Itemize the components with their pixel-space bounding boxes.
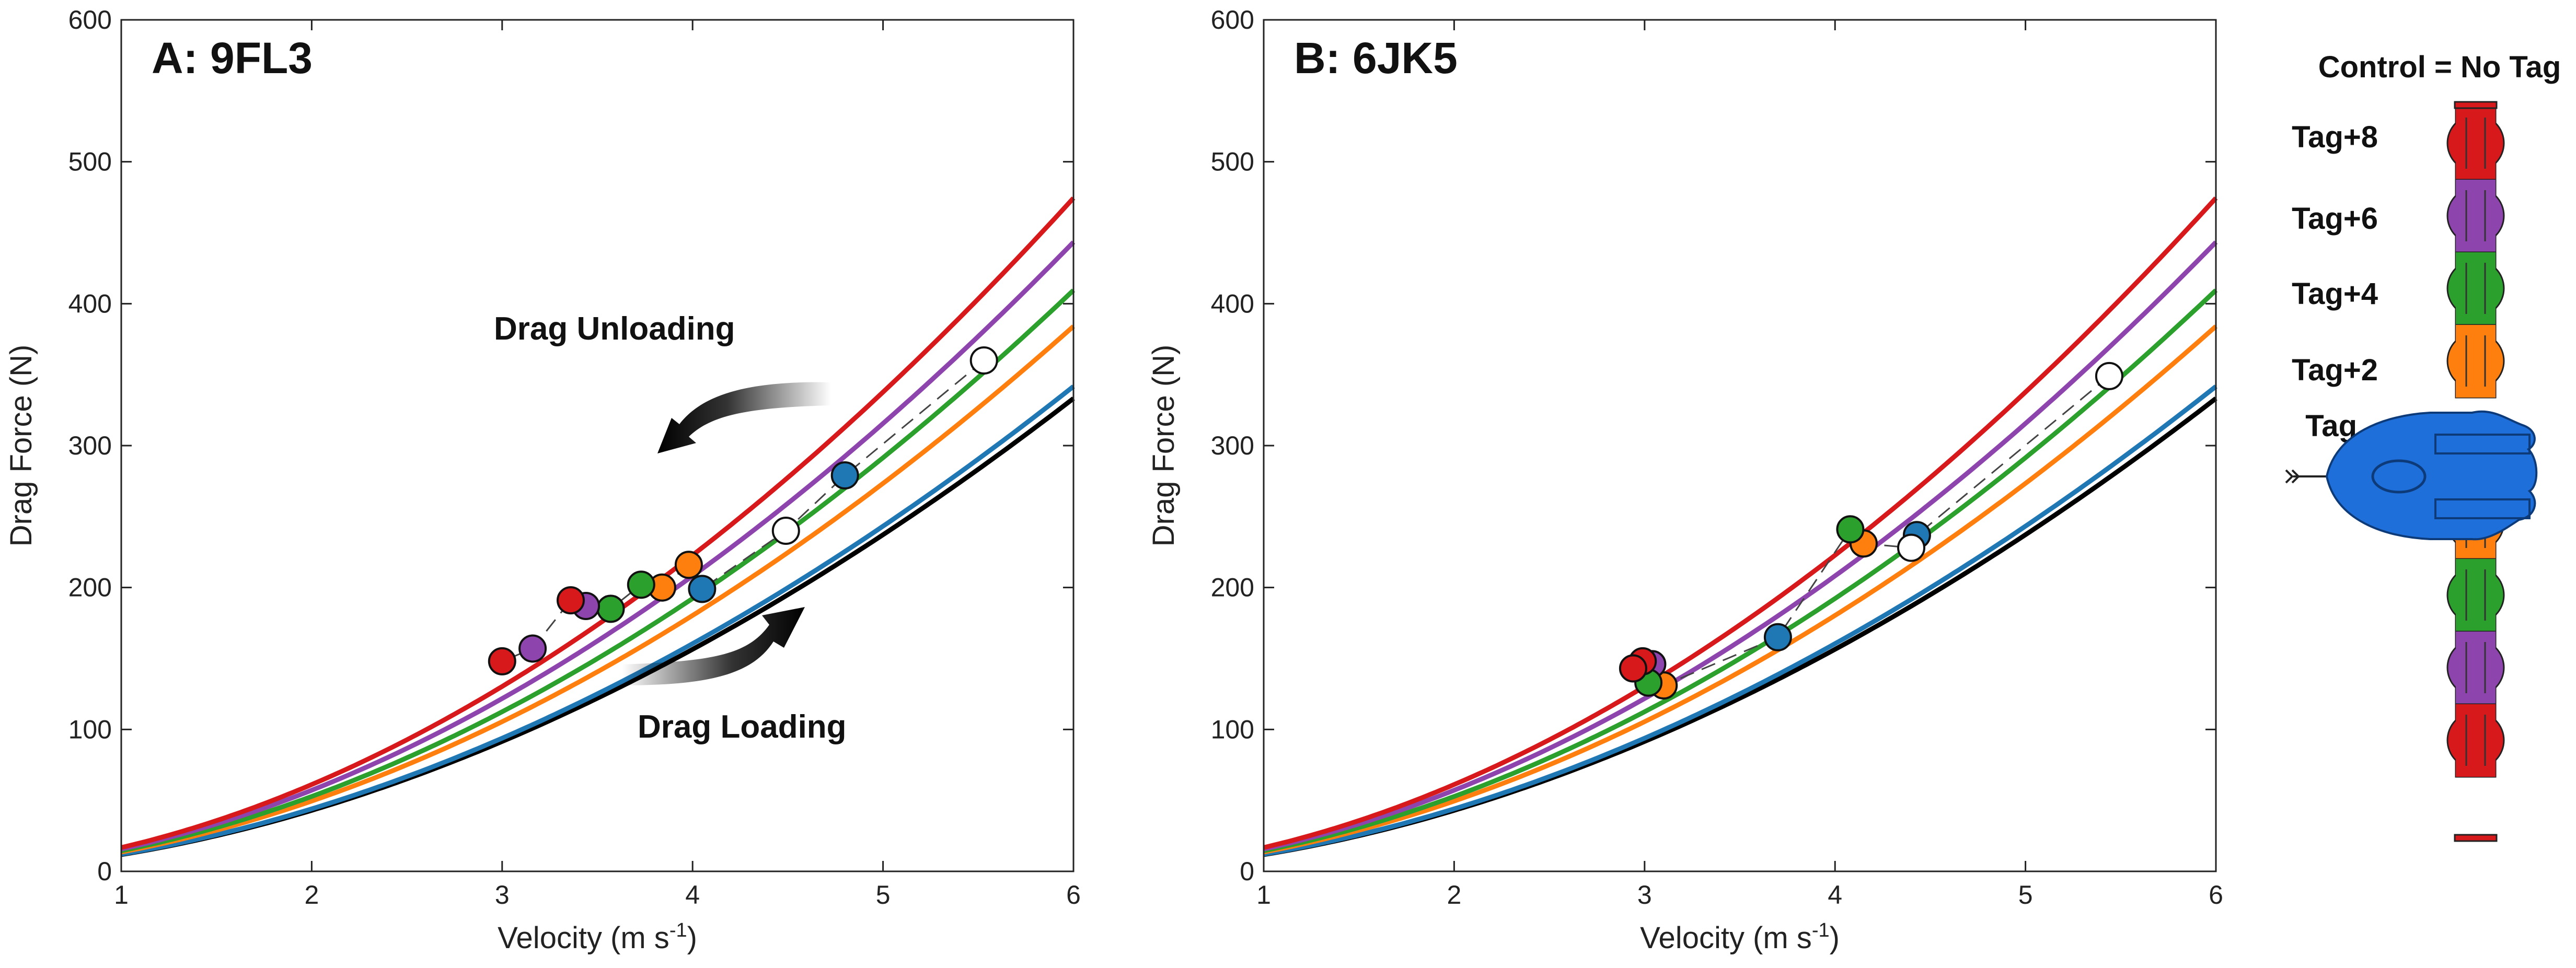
panel-a-data-point: [688, 575, 717, 603]
panel-a-y-tick-label: 0: [97, 857, 112, 886]
panel-a-data-point: [830, 461, 859, 489]
panel-b-data-point: [1763, 623, 1792, 651]
panel-a-x-tick-label: 1: [114, 880, 129, 909]
panel-a-curve-tag-8: [120, 196, 1076, 850]
panel-b-y-axis-label: Drag Force (N): [1147, 345, 1181, 547]
tag-stack-segment-fill: [2456, 180, 2496, 252]
tag-stack-segment-fill: [2456, 252, 2496, 325]
panel-a-data-point: [627, 570, 655, 599]
panel-b-data-point: [1836, 515, 1865, 544]
panel-a-x-axis-label: Velocity (m s-1): [498, 919, 697, 955]
panel-a-curve-tag-4: [121, 288, 1076, 854]
legend-label-tag-8: Tag+8: [2292, 120, 2378, 154]
legend-label-tag-6: Tag+6: [2292, 202, 2378, 236]
tag-stack: [2446, 101, 2505, 842]
panel-b: 1 2 3 4 5 6 0 100 200 300 400 500 600 B: 6JK5 Veloci…: [1147, 5, 2223, 955]
tag-stack-segment-fill: [2456, 325, 2496, 398]
panel-a-y-axis-label: Drag Force (N): [4, 345, 38, 547]
panel-a-data-point: [969, 346, 998, 375]
tag-stack-segment-fill: [2456, 107, 2496, 180]
panel-a-curve-tag-2: [121, 324, 1075, 855]
panel-b-y-tick-label: 600: [1211, 5, 1254, 34]
tag-body-icon: [2285, 410, 2538, 541]
panel-a-data-point: [596, 594, 625, 623]
drag-loading-label: Drag Loading: [638, 709, 847, 745]
panel-a: 1 2 3 4 5 6 0 100 200 300 400 500 600 A: 9FL3 Veloci…: [4, 5, 1081, 955]
panel-b-y-tick-label: 500: [1211, 147, 1254, 177]
panel-b-curve-tag: [1263, 384, 2217, 857]
tag-stack-segment-fill: [2456, 632, 2496, 704]
panel-b-title: B: 6JK5: [1294, 33, 1458, 83]
panel-a-x-tick-label: 4: [685, 880, 700, 909]
panel-a-x-tick-label: 3: [495, 880, 510, 909]
panel-a-x-tick-label: 6: [1066, 880, 1081, 909]
panel-b-x-tick-label: 2: [1447, 880, 1461, 909]
panel-a-data-point: [488, 647, 516, 675]
panel-b-x-tick-label: 4: [1828, 880, 1842, 909]
panel-a-y-tick-label: 400: [68, 289, 112, 318]
panel-a-y-tick-label: 300: [68, 431, 112, 460]
panel-b-x-tick-label: 6: [2209, 880, 2223, 909]
panel-a-x-tick-label: 5: [876, 880, 891, 909]
panel-a-data-point: [674, 551, 703, 579]
panel-a-y-tick-label: 100: [68, 715, 112, 744]
panel-a-curve-tag-6: [121, 240, 1076, 852]
tag-stack-segment-fill: [2456, 559, 2496, 632]
legend-label-tag-4: Tag+4: [2292, 277, 2378, 311]
panel-a-data-point: [557, 586, 585, 615]
drag-unloading-arrow: [657, 382, 831, 453]
panel-a-data-point: [771, 517, 800, 545]
panel-b-x-tick-label: 1: [1256, 880, 1271, 909]
drag-unloading-label: Drag Unloading: [494, 311, 735, 347]
panel-b-x-axis-label: Velocity (m s-1): [1640, 919, 1840, 955]
panel-a-y-tick-label: 500: [68, 147, 112, 177]
panel-a-title: A: 9FL3: [152, 33, 313, 83]
panel-b-y-tick-label: 100: [1211, 715, 1254, 744]
panel-b-y-tick-label: 300: [1211, 431, 1254, 460]
tag-stack-cap-bottom: [2454, 834, 2498, 842]
panel-a-points: [488, 346, 998, 675]
panel-a-curves: [120, 196, 1076, 857]
panel-a-data-point: [518, 634, 547, 663]
tag-stack-cap-top: [2454, 101, 2498, 109]
panel-a-y-tick-label: 600: [68, 5, 112, 34]
panel-b-curve-tag-2: [1263, 324, 2217, 855]
panel-a-curve-tag: [121, 384, 1075, 857]
panel-b-y-tick-label: 200: [1211, 573, 1254, 602]
drag-loading-arrow: [622, 607, 805, 685]
panel-b-data-point: [2095, 361, 2123, 390]
panel-b-frame: [1263, 19, 2217, 872]
panel-b-connector-line: [1633, 375, 2110, 687]
panel-b-data-point: [1619, 654, 1647, 683]
panel-a-frame: [120, 19, 1075, 872]
panel-b-x-tick-label: 3: [1637, 880, 1652, 909]
panel-b-y-tick-label: 400: [1211, 289, 1254, 318]
legend-title: Control = No Tag: [2318, 50, 2561, 84]
panel-b-points: [1619, 361, 2123, 700]
panel-a-y-tick-label: 200: [68, 573, 112, 602]
legend-label-tag-2: Tag+2: [2292, 353, 2378, 387]
panel-b-data-point: [1897, 533, 1925, 562]
panel-b-x-tick-label: 5: [2018, 880, 2033, 909]
panel-a-x-tick-label: 2: [304, 880, 319, 909]
panel-b-curve-tag-6: [1263, 240, 2218, 852]
legend-label-tag: Tag: [2305, 409, 2357, 443]
panel-b-curve-tag-8: [1263, 196, 2218, 850]
panel-b-y-tick-label: 0: [1240, 857, 1254, 886]
panel-b-curve-tag-4: [1263, 288, 2218, 854]
legend: Control = No Tag Tag+8 Tag+6 Tag+4 Tag+2…: [2285, 50, 2561, 842]
panel-b-curves: [1263, 196, 2218, 857]
tag-stack-segment-fill: [2456, 704, 2496, 777]
